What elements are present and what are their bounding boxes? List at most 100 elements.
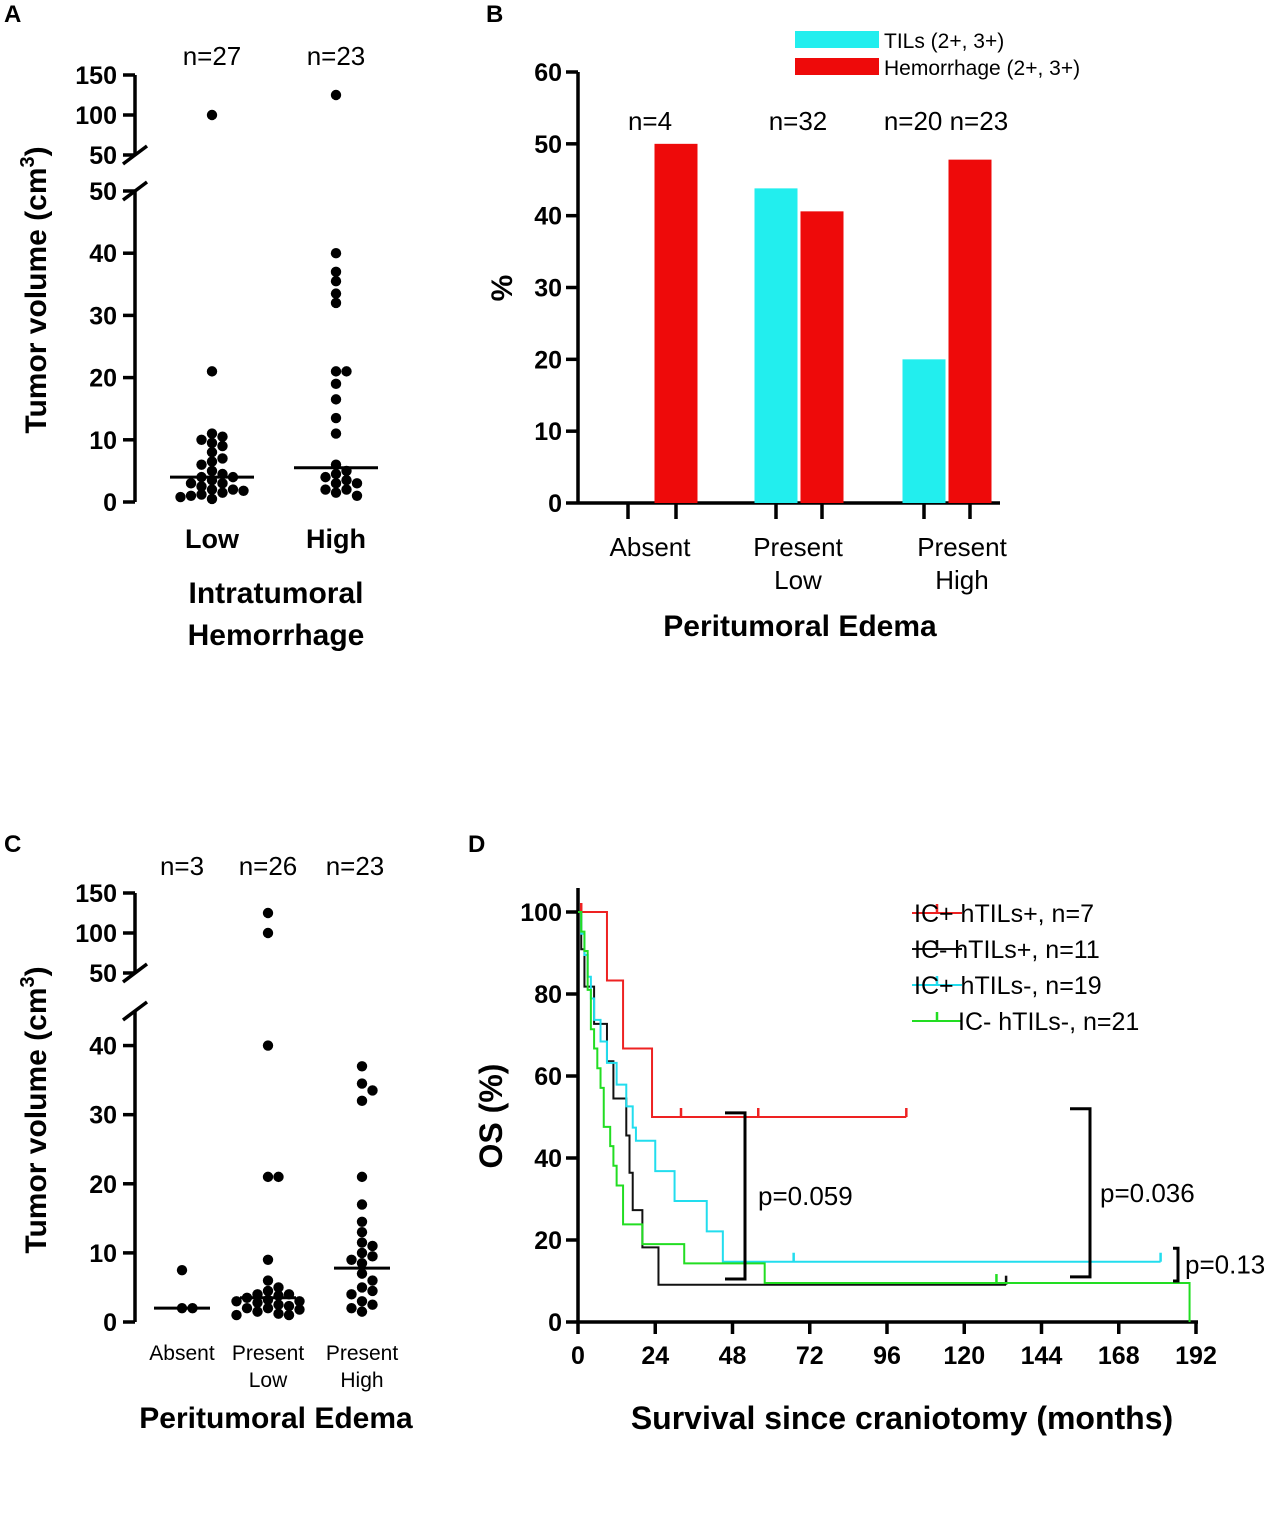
panel-c-points [154,907,390,1321]
panel-a-n-label-low: n=27 [183,41,242,71]
panel-b-xlabel: Peritumoral Edema [663,610,937,643]
panel-d-curves [578,903,1191,1322]
data-point [356,1247,368,1259]
legend-swatch [795,58,879,75]
data-point [196,489,207,500]
data-point [356,1078,368,1089]
data-point [356,1171,368,1183]
panel-a-xlabel-line2: Hemorrhage [188,619,365,652]
data-point [346,1289,357,1300]
panel-d: D OS (%) 0 20 40 60 80 100 0 24 48 72 96 120 144 168 1… [468,831,1265,1436]
panel-c-axes: 0 10 20 30 40 50 100 150 Absent Present Low Present… [75,880,398,1392]
data-point [262,907,274,919]
km-curve-3 [578,911,1191,1322]
panel-d-legend: IC+ hTILs+, n=7 IC- hTILs+, n=11 IC+ hTILs… [912,900,1139,1036]
y-tick-label: 30 [89,302,117,330]
data-point [356,1226,368,1238]
y-tick-label: 0 [548,1309,562,1337]
data-point [330,459,342,470]
data-point [330,412,342,424]
p-value-label: p=0.059 [758,1181,853,1211]
data-point [217,453,228,464]
data-point [206,109,218,121]
data-point [330,248,342,259]
data-point [231,1296,242,1307]
x-category-label: Low [774,565,822,595]
data-point [330,378,342,390]
data-point [346,1254,357,1266]
data-point [330,478,342,489]
y-tick-label: 50 [89,960,117,988]
data-point [341,366,352,377]
data-point [262,1254,274,1266]
data-point [341,484,352,495]
panel-c-n-label-present-low: n=26 [239,851,298,881]
data-point [330,297,342,309]
y-tick-label: 40 [534,1145,562,1173]
data-point [206,366,218,377]
y-tick-label: 60 [534,59,562,87]
data-point [206,465,218,477]
x-category-label: Absent [610,532,692,562]
x-category-label: Present [917,532,1007,562]
bar-hemorrhage [654,143,698,504]
km-curve-2 [578,911,1161,1263]
x-tick-label: 96 [873,1342,901,1370]
data-point [196,459,207,470]
panel-c-xlabel: Peritumoral Edema [139,1402,413,1435]
data-point [231,1309,242,1321]
y-tick-label: 50 [89,178,117,206]
y-tick-label: 50 [534,131,562,159]
panel-b-bars [654,143,992,504]
panel-d-ylabel: OS (%) [473,1064,509,1169]
axis-break-mark [121,1000,149,1022]
data-point [320,471,331,483]
data-point [356,1282,368,1293]
data-point [356,1268,368,1279]
data-point [206,447,218,458]
legend-label: Hemorrhage (2+, 3+) [884,57,1080,80]
data-point [206,456,218,467]
data-point [252,1297,263,1308]
data-point [217,431,228,442]
data-point [227,471,239,483]
panel-b-legend: TILs (2+, 3+) Hemorrhage (2+, 3+) [795,30,1080,80]
data-point [283,1309,295,1321]
panel-c-ylabel-text: Tumor volume (cm [20,987,53,1253]
legend-label: IC- hTILs-, n=21 [958,1008,1139,1036]
y-tick-label: 30 [534,275,562,303]
y-tick-label: 50 [89,142,117,170]
legend-label: IC- hTILs+, n=11 [914,936,1100,964]
panel-a: A Tumor volume (cm3) n=27 n=23 0 10 20 30 40… [4,1,378,652]
panel-a-ylabel-close: ) [20,146,53,156]
data-point [351,490,363,501]
panel-b-n-label-present-low: n=32 [769,106,828,136]
x-category-label: High [306,524,366,554]
panel-b-ylabel: % [486,275,519,302]
data-point [356,1095,368,1107]
data-point [252,1306,263,1317]
data-point [294,1296,305,1307]
x-tick-label: 24 [641,1342,669,1370]
panel-c-ylabel-close: ) [20,966,53,976]
data-point [187,1302,198,1314]
data-point [356,1199,368,1210]
legend-label: TILs (2+, 3+) [884,30,1004,53]
panel-c-ylabel-sup: 3 [17,976,39,987]
data-point [185,490,197,501]
x-tick-label: 144 [1021,1342,1063,1370]
data-point [262,1302,274,1314]
data-point [330,89,342,101]
data-point [367,1285,378,1297]
data-point [367,1299,378,1310]
p-value-label: p=0.13 [1185,1250,1265,1280]
data-point [341,475,352,486]
x-category-label: High [935,565,988,595]
data-point [294,1304,305,1315]
data-point [196,434,207,445]
data-point [262,1285,274,1297]
data-point [217,478,228,489]
data-point [217,440,228,452]
x-category-label: High [340,1369,383,1392]
